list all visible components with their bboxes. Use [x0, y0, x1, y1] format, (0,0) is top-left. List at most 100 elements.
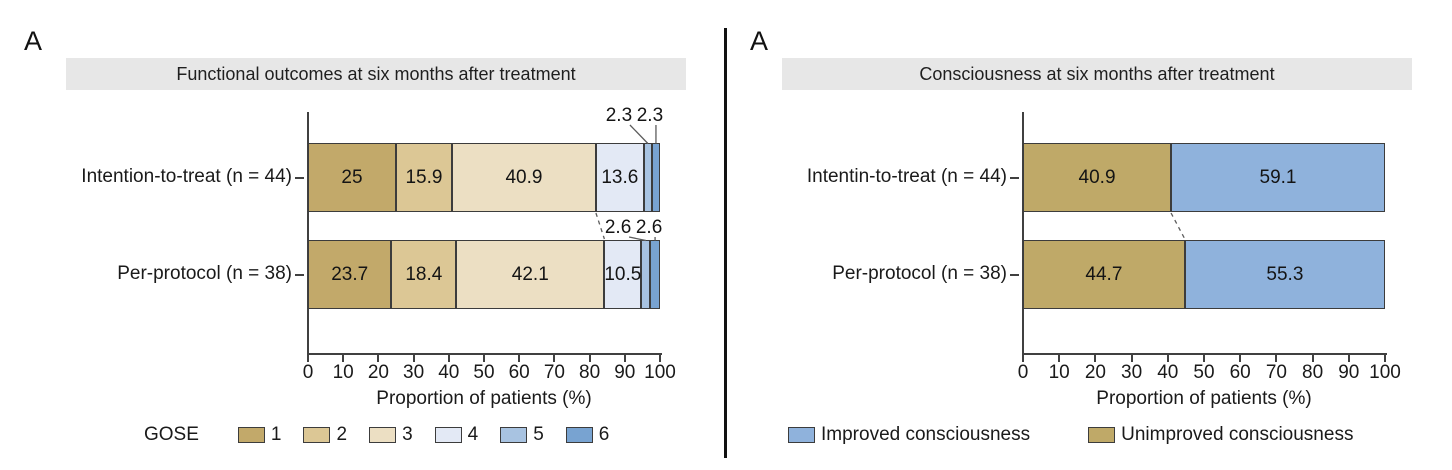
y-axis-line	[307, 112, 309, 353]
category-label: Intention-to-treat (n = 44)	[81, 165, 292, 187]
segment-value-label: 13.6	[601, 166, 639, 188]
axis-tick-label: 60	[1229, 362, 1251, 383]
axis-tick-label: 90	[614, 362, 636, 383]
legend-item: 3	[369, 424, 413, 446]
legend-swatch-icon	[434, 427, 462, 443]
axis-tick-label: 50	[473, 362, 495, 383]
axis-tick	[1311, 355, 1314, 362]
x-axis-line	[307, 353, 662, 355]
axis-tick-label: 70	[1265, 362, 1287, 383]
axis-tick	[518, 355, 521, 362]
segment-value-label: 10.5	[604, 263, 642, 285]
axis-tick	[588, 355, 591, 362]
legend-swatch-icon	[369, 427, 397, 443]
axis-tick-label: 40	[1157, 362, 1179, 383]
axis-tick-label: 30	[403, 362, 425, 383]
segment-value-label: 55.3	[1266, 263, 1304, 285]
axis-tick	[1347, 355, 1350, 362]
legend-title: GOSE	[144, 424, 199, 445]
axis-tick	[1058, 355, 1061, 362]
legend-item: Unimproved consciousness	[1088, 424, 1353, 446]
axis-tick	[1094, 355, 1097, 362]
bar-segment	[643, 143, 652, 212]
outside-value-label: 2.3	[636, 105, 664, 126]
consciousness-legend: Improved consciousness Unimproved conscio…	[788, 424, 1353, 446]
axis-tick-label: 0	[302, 362, 314, 383]
functional-outcomes-title: Functional outcomes at six months after …	[66, 58, 686, 90]
axis-tick	[483, 355, 485, 362]
legend-item: 6	[565, 424, 610, 446]
bar-segment: 55.3	[1184, 240, 1385, 309]
axis-tick-label: 20	[1084, 362, 1106, 383]
bar-segment: 59.1	[1171, 143, 1385, 212]
axis-tick	[623, 355, 626, 362]
functional-outcomes-plot: 0 10 20 30 40 50 60 70 80 90 100 Intention-to-treat…	[81, 105, 676, 383]
segment-value-label: 15.9	[405, 166, 443, 188]
bar-segment	[651, 143, 660, 212]
bar-segment: 40.9	[451, 143, 596, 212]
axis-tick-label: 20	[367, 362, 389, 383]
segment-value-label: 42.1	[511, 263, 549, 285]
legend-swatch-icon	[788, 427, 815, 443]
axis-tick-label: 30	[1121, 362, 1143, 383]
bar-segment	[641, 240, 651, 309]
legend-item: 2	[303, 424, 347, 446]
bar-segment: 40.9	[1023, 143, 1172, 212]
axis-tick-label: 50	[1193, 362, 1215, 383]
consciousness-panel: A Consciousness at six months after trea…	[726, 0, 1452, 470]
consciousness-title: Consciousness at six months after treatm…	[782, 58, 1412, 90]
segment-value-label: 18.4	[405, 263, 443, 285]
axis-tick-label: 80	[579, 362, 601, 383]
category-label: Per-protocol (n = 38)	[117, 262, 292, 284]
legend-swatch-icon	[1088, 427, 1116, 443]
legend-label: 4	[467, 424, 479, 445]
legend-item: 1	[237, 424, 282, 446]
axis-tick-label: 60	[508, 362, 530, 383]
legend-label: 6	[598, 424, 610, 445]
outside-value-label: 2.3	[605, 105, 633, 126]
bar-segment: 44.7	[1023, 240, 1185, 309]
functional-outcomes-panel: A Functional outcomes at six months afte…	[24, 26, 686, 446]
legend-swatch-icon	[303, 427, 331, 443]
panel-divider	[724, 28, 727, 458]
x-axis-line	[1022, 353, 1387, 355]
legend-label: Improved consciousness	[821, 424, 1031, 445]
axis-tick	[659, 355, 661, 362]
axis-tick	[553, 355, 556, 362]
category-tick	[295, 273, 304, 276]
segment-value-label: 44.7	[1085, 263, 1123, 285]
axis-tick	[1130, 355, 1133, 362]
segment-value-label: 23.7	[331, 263, 369, 285]
axis-tick-label: 40	[438, 362, 460, 383]
axis-tick	[1022, 355, 1024, 362]
category-tick	[1010, 273, 1019, 276]
legend-label: 3	[402, 424, 413, 445]
legend-label: 1	[270, 424, 282, 445]
axis-tick-label: 100	[644, 362, 676, 383]
axis-tick	[377, 355, 380, 362]
segment-value-label: 59.1	[1259, 166, 1297, 188]
bar-segment: 23.7	[308, 240, 392, 309]
bar-segment: 13.6	[595, 143, 644, 212]
legend-item: 4	[434, 424, 479, 446]
consciousness-plot: 0 10 20 30 40 50 60 70 80 90 100 Intentin-to-treat …	[726, 0, 1452, 470]
segment-value-label: 25	[341, 166, 363, 188]
legend-item: 5	[500, 424, 544, 446]
legend-label: 5	[533, 424, 544, 445]
axis-tick	[1203, 355, 1205, 362]
bar-segment: 10.5	[604, 240, 641, 309]
axis-tick-label: 70	[543, 362, 565, 383]
legend-label: Unimproved consciousness	[1121, 424, 1354, 445]
axis-tick	[307, 355, 309, 362]
x-axis-title-right: Proportion of patients (%)	[1096, 388, 1312, 409]
x-axis-title-left: Proportion of patients (%)	[376, 388, 592, 409]
bar-segment: 42.1	[456, 240, 605, 309]
axis-tick	[447, 355, 450, 362]
category-label: Per-protocol (n = 38)	[832, 262, 1007, 284]
axis-tick	[1275, 355, 1278, 362]
axis-tick	[1239, 355, 1242, 362]
legend-swatch-icon	[500, 427, 528, 443]
gose-legend: GOSE 1 2 3 4 5 6	[144, 424, 609, 446]
panel-label-left: A	[24, 26, 43, 56]
